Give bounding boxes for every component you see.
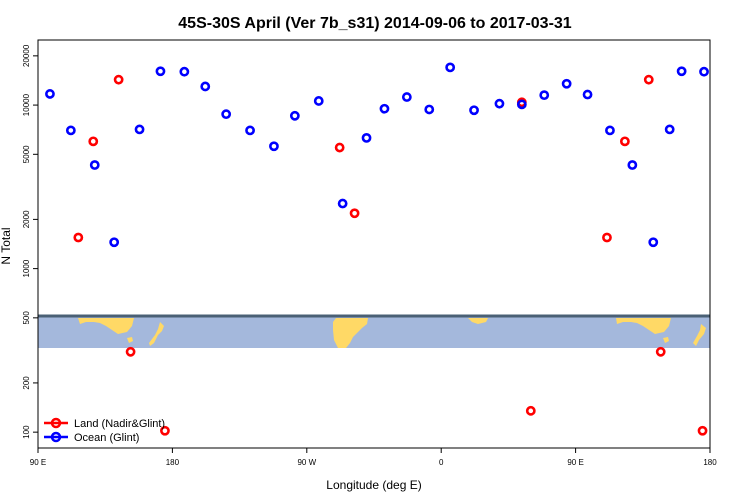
ocean-point xyxy=(627,160,638,170)
x-tick-label: 90 W xyxy=(297,458,316,467)
axes: 90 E 180 90 W 0 90 E 180 100 200 500 1000 2000 5000… xyxy=(22,39,717,467)
ocean-point xyxy=(401,92,412,102)
ocean-point xyxy=(445,62,456,73)
x-tick-label: 90 E xyxy=(567,458,583,467)
x-tick-label: 90 E xyxy=(30,458,46,467)
land-point xyxy=(697,425,708,436)
ocean-point xyxy=(539,90,550,101)
legend-land-marker xyxy=(50,417,62,429)
ocean-point xyxy=(605,125,615,136)
y-tick-label: 5000 xyxy=(22,145,31,163)
ocean-point xyxy=(361,132,372,143)
land-point xyxy=(655,346,666,357)
land-point xyxy=(602,232,612,243)
y-tick-label: 200 xyxy=(22,376,31,390)
ocean-point xyxy=(155,66,166,77)
ocean-point xyxy=(269,141,279,152)
ocean-point xyxy=(65,125,76,136)
map-land-2 xyxy=(149,322,164,346)
chart-title: 45S-30S April (Ver 7b_s31) 2014-09-06 to… xyxy=(178,15,572,32)
map-overlay-band xyxy=(38,314,710,348)
y-tick-label: 1000 xyxy=(22,259,31,277)
ocean-point xyxy=(89,160,100,170)
ocean-point xyxy=(179,66,190,77)
x-axis-label: Longitude (deg E) xyxy=(326,478,421,492)
ocean-point xyxy=(379,103,390,114)
map-land-1 xyxy=(127,337,133,343)
ocean-point xyxy=(516,99,527,110)
land-point xyxy=(334,142,345,153)
x-tick-label: 180 xyxy=(703,458,717,467)
y-tick-label: 100 xyxy=(22,425,31,439)
land-point xyxy=(160,425,170,436)
land-point xyxy=(643,74,654,85)
legend-land-label: Land (Nadir&Glint) xyxy=(74,418,165,430)
land-point xyxy=(619,136,630,147)
ocean-point xyxy=(424,104,435,115)
ocean-point xyxy=(494,98,505,109)
ocean-point xyxy=(648,237,659,248)
ocean-point xyxy=(221,109,232,120)
map-land-7 xyxy=(693,324,706,346)
map-land-4 xyxy=(468,318,488,324)
ocean-point xyxy=(109,237,120,248)
x-tick-label: 180 xyxy=(166,458,180,467)
legend: Land (Nadir&Glint) Ocean (Glint) xyxy=(44,417,165,444)
ocean-point xyxy=(313,96,324,106)
y-tick-label: 10000 xyxy=(22,93,31,116)
y-axis-label: N Total xyxy=(0,227,13,264)
ocean-point xyxy=(676,66,687,77)
land-point xyxy=(125,346,136,357)
ocean-point xyxy=(582,89,593,100)
land-point xyxy=(73,232,84,243)
land-point xyxy=(349,208,360,219)
ocean-point xyxy=(245,125,255,136)
y-tick-label: 2000 xyxy=(22,210,31,228)
map-ocean xyxy=(38,316,710,348)
ocean-point xyxy=(337,198,348,209)
land-point xyxy=(113,74,124,85)
ocean-point xyxy=(45,89,55,99)
map-land-5 xyxy=(616,318,671,334)
ocean-point xyxy=(200,81,211,92)
land-point xyxy=(525,405,536,416)
data-points xyxy=(45,62,709,436)
ocean-point xyxy=(664,124,675,135)
ocean-point xyxy=(699,66,709,77)
map-land-0 xyxy=(78,318,134,334)
y-tick-label: 500 xyxy=(22,311,31,325)
map-land-6 xyxy=(663,337,669,343)
ocean-point xyxy=(289,110,300,121)
y-tick-label: 20000 xyxy=(22,44,31,67)
ocean-point xyxy=(469,105,479,116)
ocean-point xyxy=(134,124,145,135)
legend-ocean-marker xyxy=(50,431,62,443)
land-point xyxy=(88,136,99,147)
plot-frame xyxy=(37,39,711,449)
x-tick-label: 0 xyxy=(439,458,444,467)
legend-ocean-label: Ocean (Glint) xyxy=(74,432,139,444)
map-land-3 xyxy=(333,318,368,348)
ocean-point xyxy=(561,78,572,89)
